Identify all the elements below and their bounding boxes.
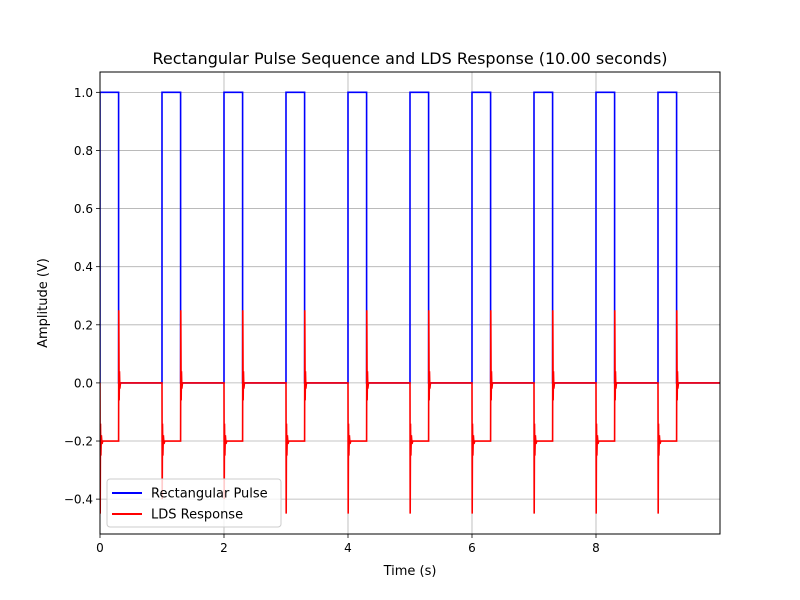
legend-box — [106, 478, 282, 528]
series-line-lds-response — [100, 310, 720, 514]
x-tick-label: 2 — [220, 541, 228, 555]
chart-title: Rectangular Pulse Sequence and LDS Respo… — [152, 49, 667, 68]
legend-label-rectangular-pulse: Rectangular Pulse — [151, 487, 268, 502]
x-tick-label: 0 — [96, 541, 104, 555]
y-tick-label: −0.4 — [64, 493, 93, 507]
y-tick-label: 0.8 — [74, 144, 93, 158]
y-tick-label: 0.0 — [74, 376, 93, 390]
x-tick-label: 4 — [344, 541, 352, 555]
series-layer — [100, 91, 720, 514]
y-tick-label: 0.4 — [74, 260, 93, 274]
x-tick-label: 8 — [592, 541, 600, 555]
plot-frame — [99, 71, 721, 535]
y-tick-label: 0.2 — [74, 318, 93, 332]
y-tick-label: 1.0 — [74, 86, 93, 100]
y-tick-label: −0.2 — [64, 435, 93, 449]
y-tick-label: 0.6 — [74, 202, 93, 216]
axis-ticks: 0 2 4 6 8 −0.4 −0.2 0.0 0.2 0.4 0.6 0.8 1.0 — [64, 86, 600, 555]
x-axis-label: Time (s) — [383, 564, 437, 579]
x-tick-label: 6 — [468, 541, 476, 555]
legend-label-lds-response: LDS Response — [151, 508, 243, 523]
y-axis-label: Amplitude (V) — [36, 258, 51, 348]
legend: Rectangular Pulse LDS Response — [106, 478, 282, 528]
